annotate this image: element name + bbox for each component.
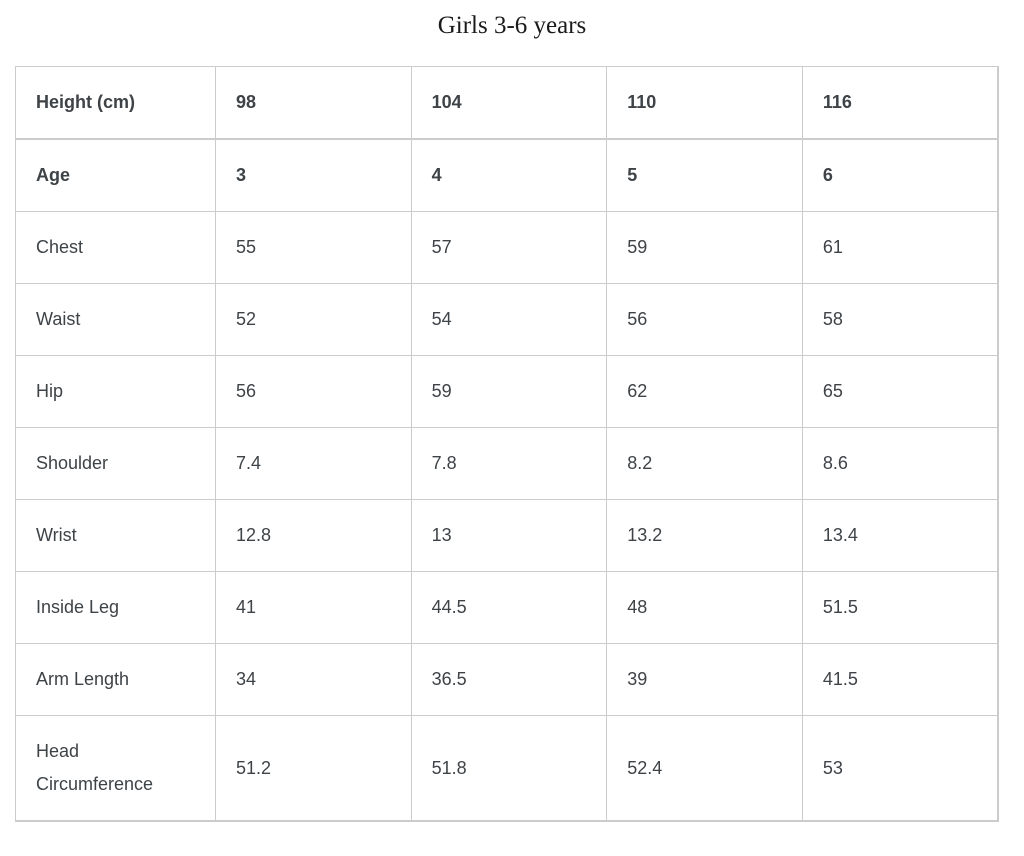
value-cell: 41: [215, 571, 412, 644]
value-cell: 62: [606, 355, 803, 428]
row-label-cell: Waist: [15, 283, 216, 356]
value-cell: 34: [215, 643, 412, 716]
table-header-row: Height (cm) 98 104 110 116: [15, 66, 999, 140]
table-row-waist: Waist 52 54 56 58: [15, 283, 999, 356]
value-cell: 8.6: [801, 427, 999, 500]
value-cell: 13.4: [801, 499, 999, 572]
row-label-cell: Hip: [15, 355, 216, 428]
row-label-cell: Age: [15, 138, 216, 212]
table-row-shoulder: Shoulder 7.4 7.8 8.2 8.6: [15, 427, 999, 500]
value-cell: 53: [801, 715, 999, 822]
value-cell: 7.8: [410, 427, 608, 500]
value-cell: 59: [410, 355, 608, 428]
header-value-cell: 104: [410, 66, 608, 140]
table-row-inside-leg: Inside Leg 41 44.5 48 51.5: [15, 571, 999, 644]
value-cell: 58: [801, 283, 999, 356]
row-label-cell: Arm Length: [15, 643, 216, 716]
row-label-cell: Chest: [15, 211, 216, 284]
value-cell: 12.8: [215, 499, 412, 572]
header-value-cell: 98: [215, 66, 412, 140]
value-cell: 3: [215, 138, 412, 212]
value-cell: 51.2: [215, 715, 412, 822]
header-value-cell: 116: [801, 66, 999, 140]
value-cell: 55: [215, 211, 412, 284]
value-cell: 5: [606, 138, 803, 212]
value-cell: 56: [606, 283, 803, 356]
table-row-chest: Chest 55 57 59 61: [15, 211, 999, 284]
row-label-cell: Inside Leg: [15, 571, 216, 644]
row-label-cell: Wrist: [15, 499, 216, 572]
value-cell: 54: [410, 283, 608, 356]
value-cell: 36.5: [410, 643, 608, 716]
value-cell: 56: [215, 355, 412, 428]
table-row-hip: Hip 56 59 62 65: [15, 355, 999, 428]
value-cell: 65: [801, 355, 999, 428]
value-cell: 6: [801, 138, 999, 212]
value-cell: 52: [215, 283, 412, 356]
row-label-cell: Shoulder: [15, 427, 216, 500]
header-value-cell: 110: [606, 66, 803, 140]
page-title: Girls 3-6 years: [437, 12, 587, 39]
table-row-head-circumference: Head Circumference 51.2 51.8 52.4 53: [15, 715, 999, 822]
value-cell: 41.5: [801, 643, 999, 716]
table-row-age: Age 3 4 5 6: [15, 138, 999, 212]
value-cell: 59: [606, 211, 803, 284]
value-cell: 51.5: [801, 571, 999, 644]
value-cell: 51.8: [410, 715, 608, 822]
table-row-arm-length: Arm Length 34 36.5 39 41.5: [15, 643, 999, 716]
size-chart-table: Height (cm) 98 104 110 116 Age 3 4 5 6 C…: [15, 66, 999, 822]
value-cell: 13: [410, 499, 608, 572]
value-cell: 57: [410, 211, 608, 284]
header-label-cell: Height (cm): [15, 66, 216, 140]
value-cell: 13.2: [606, 499, 803, 572]
value-cell: 4: [410, 138, 608, 212]
value-cell: 7.4: [215, 427, 412, 500]
table-row-wrist: Wrist 12.8 13 13.2 13.4: [15, 499, 999, 572]
value-cell: 48: [606, 571, 803, 644]
value-cell: 52.4: [606, 715, 803, 822]
size-chart-page: Girls 3-6 years Height (cm) 98 104 110 1…: [15, 12, 999, 822]
row-label-cell: Head Circumference: [15, 715, 216, 822]
value-cell: 8.2: [606, 427, 803, 500]
value-cell: 39: [606, 643, 803, 716]
value-cell: 44.5: [410, 571, 608, 644]
value-cell: 61: [801, 211, 999, 284]
